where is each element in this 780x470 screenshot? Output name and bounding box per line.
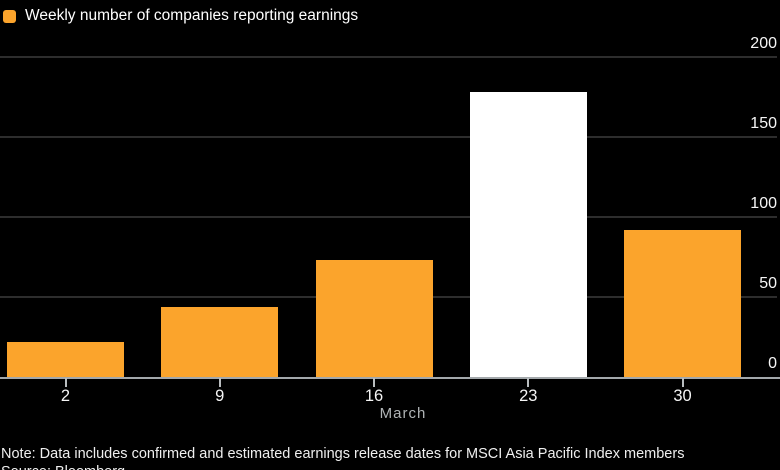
x-tick-2 [64,378,67,387]
gridline-100 [0,216,777,218]
source-text: Source: Bloomberg [1,464,125,470]
bar-march-30 [624,229,741,377]
legend: Weekly number of companies reporting ear… [3,7,358,25]
y-tick-label-200: 200 [750,35,777,52]
x-tick-label-2: 2 [60,387,71,405]
x-tick-23 [527,378,530,387]
bar-march-23-highlighted [469,92,587,377]
plot-area: 0 50 100 150 200 [0,35,780,379]
bar-march-9 [161,306,279,377]
x-axis-baseline [0,377,780,379]
y-tick-label-50: 50 [759,275,777,292]
y-tick-label-0: 0 [768,355,777,372]
gridline-150 [0,136,777,138]
x-tick-30 [681,378,684,387]
x-tick-label-9: 9 [215,387,225,405]
x-axis-title: March [379,405,427,422]
bar-march-2 [7,341,124,377]
y-tick-label-150: 150 [750,115,777,132]
legend-label: Weekly number of companies reporting ear… [25,7,359,24]
note-text: Note: Data includes confirmed and estima… [1,446,685,462]
x-tick-label-30: 30 [673,387,692,405]
y-tick-label-100: 100 [750,195,777,212]
x-tick-9 [218,378,221,387]
x-tick-16 [373,378,375,387]
legend-swatch-icon [3,9,16,23]
gridline-200 [0,56,777,58]
bar-march-16 [315,260,433,377]
x-tick-label-23: 23 [519,387,538,405]
x-tick-label-16: 16 [364,387,384,405]
